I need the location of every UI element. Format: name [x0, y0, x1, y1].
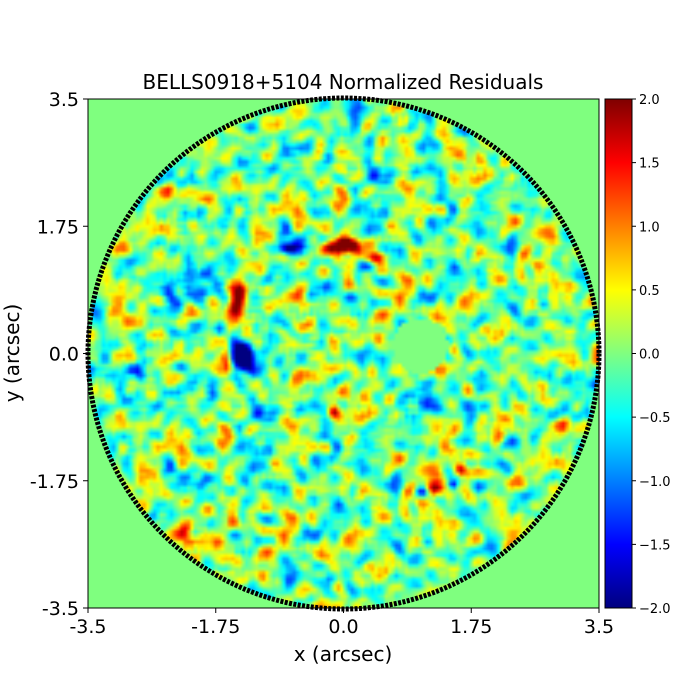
x-tick-label: -3.5 [69, 616, 106, 638]
colorbar-ticks: 2.0 1.5 1.0 0.5 0.0 −0.5 −1.0 −1.5 −2.0 [632, 93, 671, 617]
y-axis-label: y (arcsec) [0, 304, 24, 403]
colorbar-tick-label: −1.5 [639, 538, 671, 553]
x-tick-label: 1.75 [450, 616, 492, 638]
y-tick-label: 0.0 [49, 344, 79, 366]
y-tick-label: 3.5 [49, 89, 79, 111]
colorbar-gradient [604, 98, 633, 609]
colorbar-tick-label: −1.0 [639, 475, 671, 490]
x-axis: -3.5 -1.75 0.0 1.75 3.5 [69, 608, 614, 638]
x-axis-label: x (arcsec) [294, 642, 393, 666]
colorbar-tick-label: −2.0 [639, 602, 671, 617]
y-tick-label: -3.5 [42, 598, 79, 620]
colorbar-tick-label: 2.0 [639, 93, 660, 108]
y-tick-label: -1.75 [30, 471, 79, 493]
colorbar: 2.0 1.5 1.0 0.5 0.0 −0.5 −1.0 −1.5 −2.0 [604, 93, 671, 617]
colorbar-tick-label: 1.5 [639, 157, 660, 172]
chart-title: BELLS0918+5104 Normalized Residuals [143, 70, 544, 94]
x-tick-label: 0.0 [328, 616, 358, 638]
colorbar-tick-label: 0.5 [639, 284, 660, 299]
plot-area [85, 95, 602, 612]
y-tick-label: 1.75 [37, 216, 79, 238]
colorbar-tick-label: 1.0 [639, 220, 660, 235]
colorbar-tick-label: 0.0 [639, 348, 660, 363]
y-axis: -3.5 -1.75 0.0 1.75 3.5 [30, 89, 88, 620]
x-tick-label: 3.5 [584, 616, 614, 638]
residual-heatmap [88, 99, 599, 608]
colorbar-tick-label: −0.5 [639, 411, 671, 426]
x-tick-label: -1.75 [191, 616, 240, 638]
